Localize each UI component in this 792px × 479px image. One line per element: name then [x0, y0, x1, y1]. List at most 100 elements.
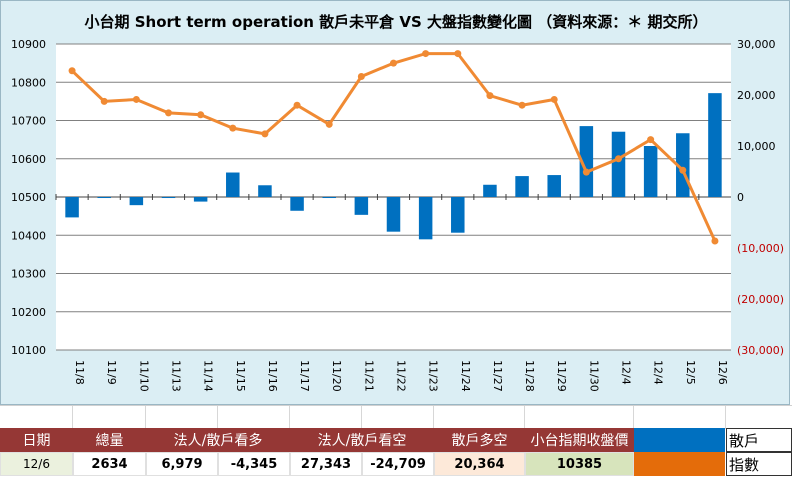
grid-cell-divider [72, 406, 73, 429]
bar [65, 197, 79, 218]
header-date: 日期 [0, 428, 73, 452]
header-long: 法人/散戶看多 [146, 428, 290, 452]
index-point [679, 166, 687, 174]
x-tick-label: 11/8 [73, 360, 86, 385]
value-short-inst: 27,343 [290, 452, 362, 476]
bar [322, 197, 336, 199]
index-point [357, 73, 365, 81]
grid-cell-divider [433, 406, 434, 429]
chart-title: 小台期 Short term operation 散戶未平倉 VS 大盤指數變化… [84, 13, 708, 31]
x-tick-label: 11/29 [555, 360, 568, 392]
y-right-tick-label: (30,000) [737, 344, 784, 357]
value-retail-net: 20,364 [434, 452, 525, 476]
bar [418, 197, 433, 240]
grid-cell-divider [361, 406, 362, 429]
index-point [647, 136, 655, 144]
y-right-tick-label: 30,000 [737, 38, 776, 51]
index-point [582, 168, 590, 176]
x-tick-label: 11/30 [587, 360, 600, 392]
bar [643, 146, 658, 197]
index-point [390, 59, 397, 67]
grid-cell-divider [145, 406, 146, 429]
legend-swatch-retail [634, 428, 725, 452]
index-point [711, 237, 719, 245]
y-right-tick-label: (20,000) [737, 293, 784, 306]
bar [451, 197, 465, 233]
chart-area: 小台期 Short term operation 散戶未平倉 VS 大盤指數變化… [0, 0, 790, 405]
bar [547, 175, 561, 197]
summary-table: 日期 總量 法人/散戶看多 法人/散戶看空 散戶多空 小台指期收盤價 12/6 … [0, 428, 792, 479]
bar [290, 197, 304, 211]
y-right-tick-label: 0 [737, 191, 744, 204]
y-right-tick-label: 20,000 [737, 89, 776, 102]
bar [579, 126, 594, 197]
x-tick-label: 11/10 [137, 360, 150, 392]
legend-label-index: 指數 [726, 452, 792, 476]
x-tick-label: 11/21 [362, 360, 375, 392]
index-point [100, 97, 108, 105]
bar [97, 197, 111, 199]
header-close-price: 小台指期收盤價 [525, 428, 634, 452]
legend-swatch-index [634, 452, 725, 476]
x-tick-label: 12/5 [684, 360, 697, 385]
index-point [229, 124, 237, 132]
empty-grid-row [0, 405, 792, 429]
x-tick-label: 11/27 [491, 360, 504, 392]
y-left-tick-label: 10900 [11, 38, 46, 51]
header-retail-net: 散戶多空 [434, 428, 525, 452]
grid-cell-divider [633, 406, 634, 429]
grid-cell-divider [524, 406, 525, 429]
y-left-tick-label: 10600 [11, 153, 46, 166]
y-right-tick-label: 10,000 [737, 140, 776, 153]
x-tick-label: 11/14 [202, 360, 215, 392]
x-tick-label: 12/4 [620, 360, 633, 385]
y-left-tick-label: 10100 [11, 344, 46, 357]
y-left-tick-label: 10400 [11, 229, 46, 242]
x-tick-label: 11/23 [427, 360, 440, 392]
index-point [422, 50, 430, 58]
bar [226, 172, 240, 197]
index-point [293, 101, 301, 109]
y-left-tick-label: 10300 [11, 268, 46, 281]
index-point [518, 101, 526, 109]
index-point [325, 120, 333, 128]
value-date: 12/6 [0, 452, 73, 476]
bar [611, 131, 626, 197]
bar [515, 176, 529, 197]
grid-cell-divider [725, 406, 726, 429]
header-volume: 總量 [73, 428, 146, 452]
bar [193, 197, 208, 202]
x-tick-label: 11/17 [298, 360, 311, 392]
x-tick-label: 11/20 [330, 360, 343, 392]
y-left-tick-label: 10800 [11, 76, 46, 89]
x-tick-label: 11/13 [170, 360, 183, 392]
index-point [165, 109, 172, 117]
bar [354, 197, 369, 215]
grid-cell-divider [289, 406, 290, 429]
y-left-tick-label: 10500 [11, 191, 46, 204]
x-tick-label: 12/6 [716, 360, 729, 385]
bar [129, 197, 144, 206]
index-point [486, 92, 494, 100]
bar [483, 184, 497, 197]
index-point [197, 111, 205, 119]
grid-cell-divider [217, 406, 218, 429]
bar [386, 197, 401, 232]
y-left-tick-label: 10200 [11, 306, 46, 319]
value-volume: 2634 [73, 452, 146, 476]
value-long-retail: -4,345 [218, 452, 290, 476]
x-tick-label: 11/15 [234, 360, 247, 392]
combo-chart: 10900 10800 10700 10600 10500 10400 10300 10200… [11, 38, 784, 392]
header-short: 法人/散戶看空 [290, 428, 434, 452]
x-tick-label: 11/16 [266, 360, 279, 392]
x-tick-label: 11/9 [105, 360, 118, 385]
index-point [132, 95, 140, 103]
x-tick-label: 12/4 [652, 360, 665, 385]
bar [708, 93, 722, 197]
value-close-price: 10385 [525, 452, 634, 476]
index-point [454, 50, 462, 58]
x-tick-label: 11/22 [395, 360, 408, 392]
x-tick-label: 11/28 [523, 360, 536, 392]
value-short-retail: -24,709 [362, 452, 434, 476]
value-long-inst: 6,979 [146, 452, 218, 476]
